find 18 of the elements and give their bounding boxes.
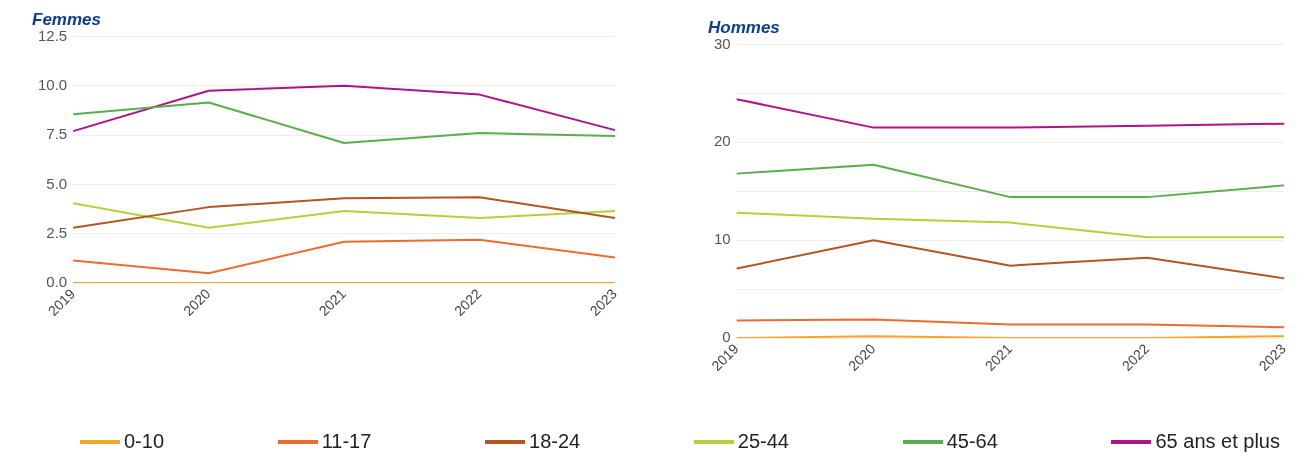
legend-label: 18-24 (529, 430, 581, 453)
chart-title: Femmes (32, 9, 101, 29)
legend-label: 65 ans et plus (1155, 430, 1280, 453)
y-tick-label: 0.0 (46, 273, 68, 291)
y-tick-label: 10.0 (37, 75, 68, 93)
legend-label: 45-64 (946, 430, 998, 453)
y-tick-label: 7.5 (46, 125, 68, 143)
y-tick-label: 10 (714, 230, 731, 248)
y-tick-label: 2.5 (46, 223, 68, 241)
legend-label: 11-17 (321, 430, 372, 453)
y-tick-label: 5.0 (46, 174, 68, 192)
legend-label: 0-10 (124, 430, 165, 453)
y-tick-label: 12.5 (37, 26, 68, 44)
y-tick-label: 20 (714, 132, 731, 150)
y-tick-label: 30 (714, 34, 731, 52)
legend-label: 25-44 (737, 430, 789, 453)
chart-title: Hommes (708, 17, 780, 37)
y-tick-label: 0 (722, 328, 731, 346)
